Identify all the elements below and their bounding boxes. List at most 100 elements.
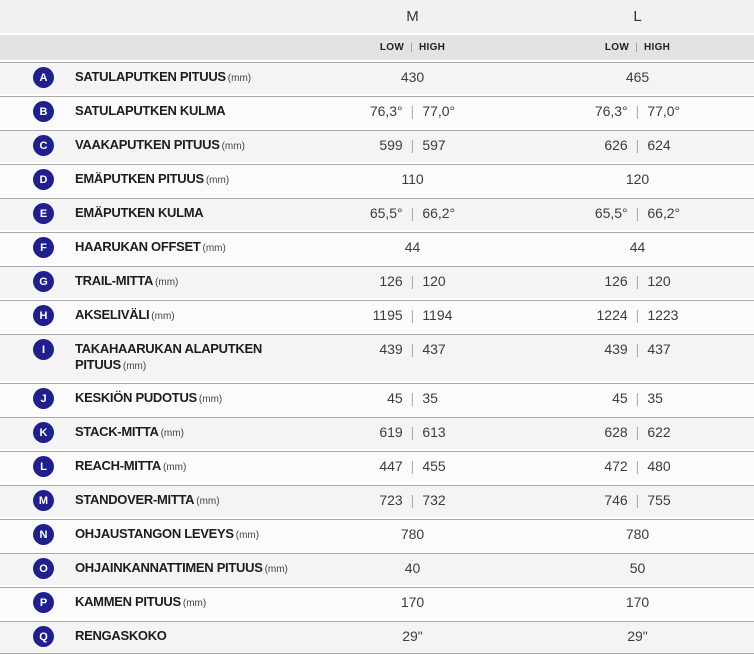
value-low: 439 bbox=[604, 341, 628, 357]
value-cell-l: 120 bbox=[525, 171, 754, 187]
value-low: 447 bbox=[379, 458, 403, 474]
value-low: 723 bbox=[379, 492, 403, 508]
row-letter-badge: N bbox=[33, 524, 54, 545]
row-letter: K bbox=[39, 426, 48, 439]
row-badge-column: P bbox=[0, 592, 75, 613]
value-separator: | bbox=[410, 103, 415, 119]
value-cell-m: 723 | 732 bbox=[300, 492, 525, 508]
value-high: 622 bbox=[647, 424, 671, 440]
value-high: 77,0° bbox=[647, 103, 681, 119]
row-label-column: EMÄPUTKEN PITUUS (mm) bbox=[75, 171, 300, 189]
table-row: I TAKAHAARUKAN ALAPUTKEN PITUUS (mm) 439 |… bbox=[0, 334, 754, 381]
value-separator: | bbox=[410, 390, 415, 406]
value-cell-m: 76,3° | 77,0° bbox=[300, 103, 525, 119]
value-low: 780 bbox=[400, 526, 425, 542]
row-unit: (mm) bbox=[264, 564, 288, 575]
value-separator: | bbox=[410, 458, 415, 474]
value-cell-m: 29" bbox=[300, 628, 525, 644]
row-badge-column: F bbox=[0, 237, 75, 258]
value-low: 628 bbox=[604, 424, 628, 440]
row-label-column: HAARUKAN OFFSET (mm) bbox=[75, 239, 300, 257]
value-low: 44 bbox=[629, 239, 646, 255]
row-label: TRAIL-MITTA bbox=[75, 273, 154, 288]
value-cell-m: 45 | 35 bbox=[300, 390, 525, 406]
row-letter-badge: Q bbox=[33, 626, 54, 647]
value-high: 437 bbox=[422, 341, 446, 357]
row-label-column: SATULAPUTKEN KULMA bbox=[75, 103, 300, 119]
table-row: O OHJAINKANNATTIMEN PITUUS (mm) 40 50 bbox=[0, 553, 754, 585]
row-letter: F bbox=[40, 241, 47, 254]
subheader-m: LOW | HIGH bbox=[300, 41, 525, 54]
table-row: C VAAKAPUTKEN PITUUS (mm) 599 | 597 626 | 624 bbox=[0, 130, 754, 162]
value-low: 1224 bbox=[596, 307, 628, 323]
row-badge-column: G bbox=[0, 271, 75, 292]
value-low: 472 bbox=[604, 458, 628, 474]
row-label-column: SATULAPUTKEN PITUUS (mm) bbox=[75, 69, 300, 87]
value-cell-l: 44 bbox=[525, 239, 754, 255]
value-high: 597 bbox=[422, 137, 446, 153]
row-unit: (mm) bbox=[160, 428, 184, 439]
value-separator: | bbox=[635, 307, 640, 323]
value-low: 126 bbox=[604, 273, 628, 289]
value-high: 613 bbox=[422, 424, 446, 440]
subheader-low-label: LOW bbox=[604, 42, 630, 53]
table-row: Q RENGASKOKO 29" 29" bbox=[0, 621, 754, 654]
row-letter: J bbox=[40, 392, 47, 405]
value-cell-l: 65,5° | 66,2° bbox=[525, 205, 754, 221]
value-high: 35 bbox=[647, 390, 663, 406]
subheader-separator: | bbox=[635, 42, 638, 53]
value-low: 170 bbox=[400, 594, 425, 610]
value-cell-l: 76,3° | 77,0° bbox=[525, 103, 754, 119]
row-badge-column: H bbox=[0, 305, 75, 326]
value-low: 126 bbox=[379, 273, 403, 289]
row-unit: (mm) bbox=[151, 311, 175, 322]
value-high: 77,0° bbox=[422, 103, 456, 119]
row-label: OHJAINKANNATTIMEN PITUUS bbox=[75, 560, 263, 575]
value-low: 430 bbox=[400, 69, 425, 85]
value-low: 45 bbox=[612, 390, 628, 406]
row-badge-column: K bbox=[0, 422, 75, 443]
row-unit: (mm) bbox=[202, 243, 226, 254]
value-low: 619 bbox=[379, 424, 403, 440]
row-unit: (mm) bbox=[221, 141, 245, 152]
value-low: 599 bbox=[379, 137, 403, 153]
row-label-column: OHJAUSTANGON LEVEYS (mm) bbox=[75, 526, 300, 544]
value-cell-l: 472 | 480 bbox=[525, 458, 754, 474]
row-letter: Q bbox=[39, 630, 48, 643]
row-letter-badge: I bbox=[33, 339, 54, 360]
value-cell-l: 780 bbox=[525, 526, 754, 542]
value-low: 65,5° bbox=[594, 205, 628, 221]
row-unit: (mm) bbox=[235, 530, 260, 541]
value-low: 50 bbox=[629, 560, 646, 576]
row-label: HAARUKAN OFFSET bbox=[75, 239, 201, 254]
value-separator: | bbox=[410, 424, 415, 440]
row-label: KAMMEN PITUUS bbox=[75, 594, 181, 609]
size-header-m: M bbox=[406, 8, 419, 25]
row-letter-badge: A bbox=[33, 67, 54, 88]
value-low: 439 bbox=[379, 341, 403, 357]
row-letter-badge: J bbox=[33, 388, 54, 409]
row-label-column: OHJAINKANNATTIMEN PITUUS (mm) bbox=[75, 560, 300, 578]
row-letter: C bbox=[39, 139, 48, 152]
value-low: 746 bbox=[604, 492, 628, 508]
value-low: 626 bbox=[604, 137, 628, 153]
row-letter: D bbox=[39, 173, 48, 186]
row-label: SATULAPUTKEN KULMA bbox=[75, 103, 226, 118]
row-label-column: AKSELIVÄLI (mm) bbox=[75, 307, 300, 325]
row-label-column: REACH-MITTA (mm) bbox=[75, 458, 300, 476]
table-row: N OHJAUSTANGON LEVEYS (mm) 780 780 bbox=[0, 519, 754, 551]
table-row: E EMÄPUTKEN KULMA 65,5° | 66,2° 65,5° | 66,2… bbox=[0, 198, 754, 230]
value-low: 44 bbox=[404, 239, 421, 255]
row-letter: H bbox=[39, 309, 48, 322]
value-high: 1223 bbox=[647, 307, 679, 323]
row-label: SATULAPUTKEN PITUUS bbox=[75, 69, 226, 84]
row-letter-badge: B bbox=[33, 101, 54, 122]
value-low: 465 bbox=[625, 69, 650, 85]
value-cell-l: 465 bbox=[525, 69, 754, 85]
row-unit: (mm) bbox=[122, 361, 147, 372]
value-high: 755 bbox=[647, 492, 671, 508]
value-cell-m: 65,5° | 66,2° bbox=[300, 205, 525, 221]
subheader-high-label: HIGH bbox=[643, 42, 671, 53]
table-body: A SATULAPUTKEN PITUUS (mm) 430 465 B SATU… bbox=[0, 62, 754, 654]
